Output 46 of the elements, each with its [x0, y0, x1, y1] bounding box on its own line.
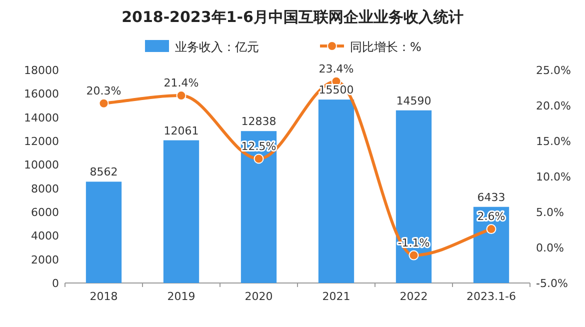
x-tick-label: 2023.1-6	[466, 290, 516, 303]
x-tick-label: 2020	[244, 290, 273, 303]
x-tick-label: 2018	[90, 290, 118, 303]
bar	[240, 131, 277, 283]
chart-title: 2018-2023年1-6月中国互联网企业业务收入统计	[122, 8, 464, 26]
x-tick-label: 2022	[400, 290, 428, 303]
point	[486, 224, 496, 234]
bar	[163, 140, 200, 283]
y-tick-label: 12000	[24, 135, 59, 148]
x-tick-label: 2019	[167, 290, 196, 303]
data-label: 23.4%	[318, 62, 354, 76]
point	[98, 98, 109, 108]
y-tick-label: 18000	[24, 64, 59, 77]
y-tick-label: 0	[52, 277, 59, 290]
data-label: 8562	[90, 166, 118, 179]
data-label: 12061	[164, 124, 199, 138]
y-tick-label: 16000	[24, 88, 59, 101]
y-tick-label: 6000	[31, 206, 59, 219]
y2-tick-label: 5.0%	[536, 206, 564, 219]
x-tick-label: 2021	[322, 290, 350, 303]
y-tick-label: 8000	[31, 182, 59, 196]
y-tick-label: 2000	[31, 253, 59, 266]
legend-label: 业务收入：亿元	[175, 40, 259, 54]
y2-tick-label: 25.0%	[536, 64, 571, 77]
bar	[86, 182, 122, 283]
point	[408, 250, 419, 260]
data-label: 21.4%	[164, 76, 199, 90]
legend-label: 同比增长：%	[350, 40, 422, 54]
data-label: 2.6%	[477, 210, 506, 224]
y2-tick-label: 10.0%	[536, 170, 571, 184]
bar	[396, 110, 432, 283]
data-label: 12.5%	[241, 140, 276, 153]
y2-tick-label: 20.0%	[536, 100, 571, 112]
data-label: 12838	[241, 115, 276, 128]
data-label: 20.3%	[86, 84, 122, 98]
y-tick-label: 4000	[31, 230, 59, 243]
y2-tick-label: 0.0%	[536, 242, 564, 254]
y2-tick-label: -5.0%	[536, 277, 568, 290]
data-label: 6433	[477, 190, 506, 204]
point	[176, 90, 186, 101]
data-label: 14590	[396, 94, 432, 108]
y2-tick-label: 15.0%	[536, 135, 571, 148]
y-tick-label: 14000	[24, 111, 59, 124]
bar	[318, 100, 354, 283]
point	[254, 154, 264, 164]
y-tick-label: 10000	[24, 158, 59, 172]
